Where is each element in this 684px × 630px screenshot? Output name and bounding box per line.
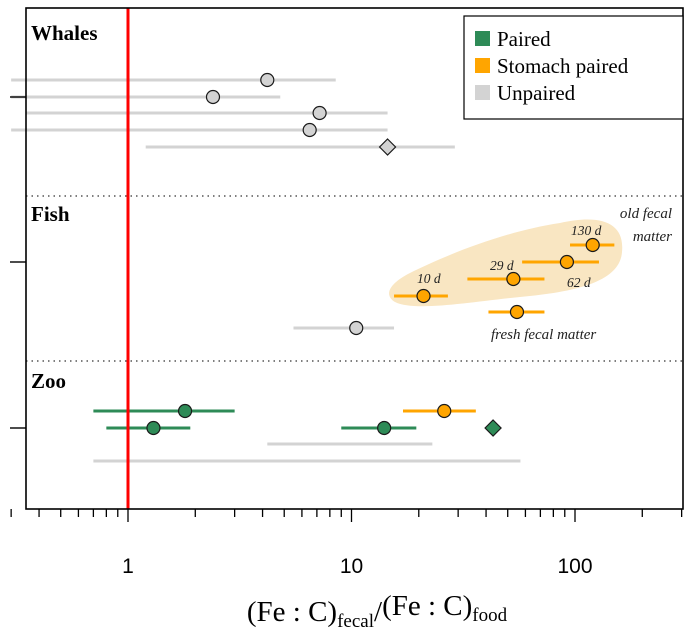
point-zoo-14 xyxy=(146,420,161,436)
point-whales-3 xyxy=(312,105,327,121)
group-label-whales: Whales xyxy=(31,21,98,45)
legend-box xyxy=(463,15,684,120)
annotation-3: 62 d xyxy=(567,275,591,290)
legend-label-2: Stomach paired xyxy=(497,54,629,78)
text-layer: 1 10 100 Whales Fish Zoo 130 d 29 d 62 d 10 d old … xyxy=(31,21,672,630)
legend-swatch-3 xyxy=(475,85,490,100)
x-axis-label-sub1: fecal xyxy=(337,611,374,630)
fish-age-hull-layer xyxy=(389,219,623,307)
legend-swatch-1 xyxy=(475,31,490,46)
point-fish-10 xyxy=(509,304,525,320)
annotation-1: 130 d xyxy=(571,223,602,238)
x-tick-label-100: 100 xyxy=(557,555,592,578)
x-tick-label-10: 10 xyxy=(340,555,363,578)
group-label-zoo: Zoo xyxy=(31,369,66,393)
legend: Paired Stomach paired Unpaired xyxy=(463,15,684,120)
point-whales-5-diamond xyxy=(378,138,397,156)
group-label-fish: Fish xyxy=(31,202,70,226)
x-axis-label-sub2: food xyxy=(472,605,507,626)
point-zoo-12 xyxy=(177,403,193,419)
point-fish-11 xyxy=(349,320,364,336)
x-tick-label-1: 1 xyxy=(122,555,134,578)
point-fish-8 xyxy=(506,271,521,287)
point-fish-9 xyxy=(416,288,431,304)
point-zoo-16-diamond xyxy=(484,419,502,437)
x-axis-label-sep: / xyxy=(374,596,383,628)
annotation-7: fresh fecal matter xyxy=(491,327,596,343)
point-whales-4 xyxy=(302,122,317,138)
point-whales-2 xyxy=(205,89,221,105)
point-zoo-15 xyxy=(377,420,392,436)
point-whales-1 xyxy=(260,72,275,88)
fish-age-hull xyxy=(389,219,623,307)
legend-swatch-2 xyxy=(475,58,490,73)
x-axis-label-main1: (Fe : C) xyxy=(247,596,337,628)
points-layer xyxy=(146,72,600,437)
point-fish-7 xyxy=(559,254,575,270)
annotation-5: old fecal xyxy=(620,206,672,222)
point-fish-6 xyxy=(585,237,600,253)
legend-label-3: Unpaired xyxy=(497,81,576,105)
x-axis-label: (Fe : C)fecal/(Fe : C)food xyxy=(247,590,508,630)
annotation-6: matter xyxy=(633,229,672,245)
plot-frame xyxy=(25,7,684,510)
axes-layer xyxy=(10,7,684,522)
legend-label-1: Paired xyxy=(497,27,551,51)
point-zoo-13 xyxy=(437,403,452,419)
annotation-4: 10 d xyxy=(417,271,441,286)
x-axis-label-main2: (Fe : C) xyxy=(382,590,472,622)
annotation-2: 29 d xyxy=(490,258,514,273)
